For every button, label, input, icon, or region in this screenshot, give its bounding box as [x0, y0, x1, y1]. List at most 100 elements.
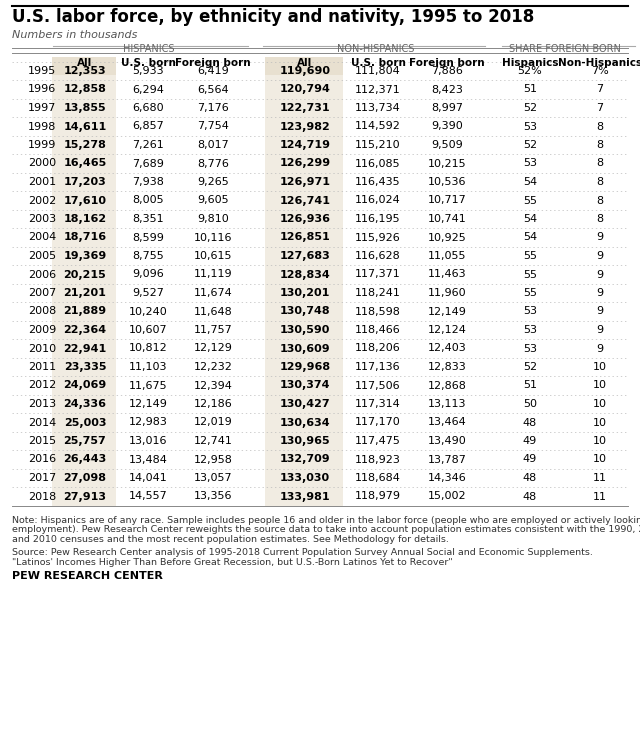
- Text: 9: 9: [596, 269, 604, 280]
- Text: 8,755: 8,755: [132, 251, 164, 261]
- Bar: [52, 191, 116, 210]
- Text: 6,564: 6,564: [197, 85, 229, 94]
- Text: 13,356: 13,356: [194, 491, 232, 502]
- Text: 13,057: 13,057: [194, 473, 232, 483]
- Text: 52: 52: [523, 362, 537, 372]
- Bar: [52, 413, 116, 431]
- Text: 130,965: 130,965: [280, 436, 330, 446]
- Text: 10,116: 10,116: [194, 232, 232, 242]
- Text: 12,124: 12,124: [428, 325, 467, 335]
- Text: 21,201: 21,201: [63, 288, 106, 298]
- Text: 8: 8: [596, 196, 604, 206]
- Bar: [265, 302, 343, 320]
- Text: 18,162: 18,162: [63, 214, 107, 224]
- Text: 5,933: 5,933: [132, 66, 164, 76]
- Text: 10,812: 10,812: [129, 344, 168, 353]
- Text: 7,754: 7,754: [197, 121, 229, 131]
- Text: 118,979: 118,979: [355, 491, 401, 502]
- Text: 7: 7: [596, 103, 604, 113]
- Text: 11,055: 11,055: [428, 251, 467, 261]
- Text: 48: 48: [523, 473, 537, 483]
- Bar: [265, 99, 343, 118]
- Text: 15,278: 15,278: [63, 140, 106, 150]
- Text: 8,017: 8,017: [197, 140, 229, 150]
- Text: 118,923: 118,923: [355, 455, 401, 464]
- Text: 24,336: 24,336: [63, 399, 106, 409]
- Text: 8,005: 8,005: [132, 196, 164, 206]
- Text: 127,683: 127,683: [280, 251, 330, 261]
- Text: 118,206: 118,206: [355, 344, 401, 353]
- Text: 9: 9: [596, 344, 604, 353]
- Text: 12,858: 12,858: [63, 85, 106, 94]
- Text: Hispanics: Hispanics: [502, 58, 558, 68]
- Text: 1999: 1999: [28, 140, 56, 150]
- Text: 130,748: 130,748: [280, 307, 330, 317]
- Text: 12,403: 12,403: [428, 344, 467, 353]
- Text: 126,851: 126,851: [280, 232, 330, 242]
- Text: 13,490: 13,490: [428, 436, 467, 446]
- Text: 23,335: 23,335: [64, 362, 106, 372]
- Text: 49: 49: [523, 436, 537, 446]
- Text: 2017: 2017: [28, 473, 56, 483]
- Bar: [265, 247, 343, 265]
- Text: 10: 10: [593, 380, 607, 391]
- Text: NON-HISPANICS: NON-HISPANICS: [337, 44, 415, 54]
- Text: 130,201: 130,201: [280, 288, 330, 298]
- Bar: [265, 191, 343, 210]
- Text: 11,960: 11,960: [428, 288, 467, 298]
- Text: 1998: 1998: [28, 121, 56, 131]
- Text: Foreign born: Foreign born: [409, 58, 485, 68]
- Text: 8,351: 8,351: [132, 214, 164, 224]
- Text: 55: 55: [523, 196, 537, 206]
- Text: 126,936: 126,936: [280, 214, 330, 224]
- Text: 2009: 2009: [28, 325, 56, 335]
- Text: 116,435: 116,435: [355, 177, 401, 187]
- Bar: [52, 376, 116, 395]
- Text: Source: Pew Research Center analysis of 1995-2018 Current Population Survey Annu: Source: Pew Research Center analysis of …: [12, 548, 593, 557]
- Text: 122,731: 122,731: [280, 103, 330, 113]
- Text: 7%: 7%: [591, 66, 609, 76]
- Bar: [52, 99, 116, 118]
- Text: 2002: 2002: [28, 196, 56, 206]
- Bar: [265, 173, 343, 191]
- Text: 14,346: 14,346: [428, 473, 467, 483]
- Text: 12,833: 12,833: [428, 362, 467, 372]
- Text: 9,810: 9,810: [197, 214, 229, 224]
- Text: 112,371: 112,371: [355, 85, 401, 94]
- Text: 11,119: 11,119: [194, 269, 232, 280]
- Bar: [265, 57, 343, 75]
- Text: 130,427: 130,427: [280, 399, 330, 409]
- Bar: [52, 80, 116, 99]
- Text: 12,149: 12,149: [428, 307, 467, 317]
- Text: 128,834: 128,834: [280, 269, 330, 280]
- Text: 8: 8: [596, 140, 604, 150]
- Bar: [52, 487, 116, 506]
- Text: 9,509: 9,509: [431, 140, 463, 150]
- Text: HISPANICS: HISPANICS: [124, 44, 175, 54]
- Bar: [52, 62, 116, 80]
- Text: 2003: 2003: [28, 214, 56, 224]
- Text: 118,241: 118,241: [355, 288, 401, 298]
- Text: 130,374: 130,374: [280, 380, 330, 391]
- Text: 12,186: 12,186: [194, 399, 232, 409]
- Text: 18,716: 18,716: [63, 232, 107, 242]
- Text: 133,981: 133,981: [280, 491, 330, 502]
- Text: 133,030: 133,030: [280, 473, 330, 483]
- Text: 51: 51: [523, 85, 537, 94]
- Text: 2015: 2015: [28, 436, 56, 446]
- Text: 126,741: 126,741: [280, 196, 330, 206]
- Text: 26,443: 26,443: [63, 455, 107, 464]
- Text: 10,215: 10,215: [428, 158, 467, 169]
- Text: 119,690: 119,690: [280, 66, 330, 76]
- Text: Note: Hispanics are of any race. Sample includes people 16 and older in the labo: Note: Hispanics are of any race. Sample …: [12, 516, 640, 525]
- Text: 52%: 52%: [518, 66, 542, 76]
- Text: 132,709: 132,709: [280, 455, 330, 464]
- Text: 6,294: 6,294: [132, 85, 164, 94]
- Text: Foreign born: Foreign born: [175, 58, 251, 68]
- Text: 7,886: 7,886: [431, 66, 463, 76]
- Text: 2008: 2008: [28, 307, 56, 317]
- Text: 10,607: 10,607: [129, 325, 167, 335]
- Text: 10,615: 10,615: [194, 251, 232, 261]
- Text: 113,734: 113,734: [355, 103, 401, 113]
- Bar: [52, 339, 116, 358]
